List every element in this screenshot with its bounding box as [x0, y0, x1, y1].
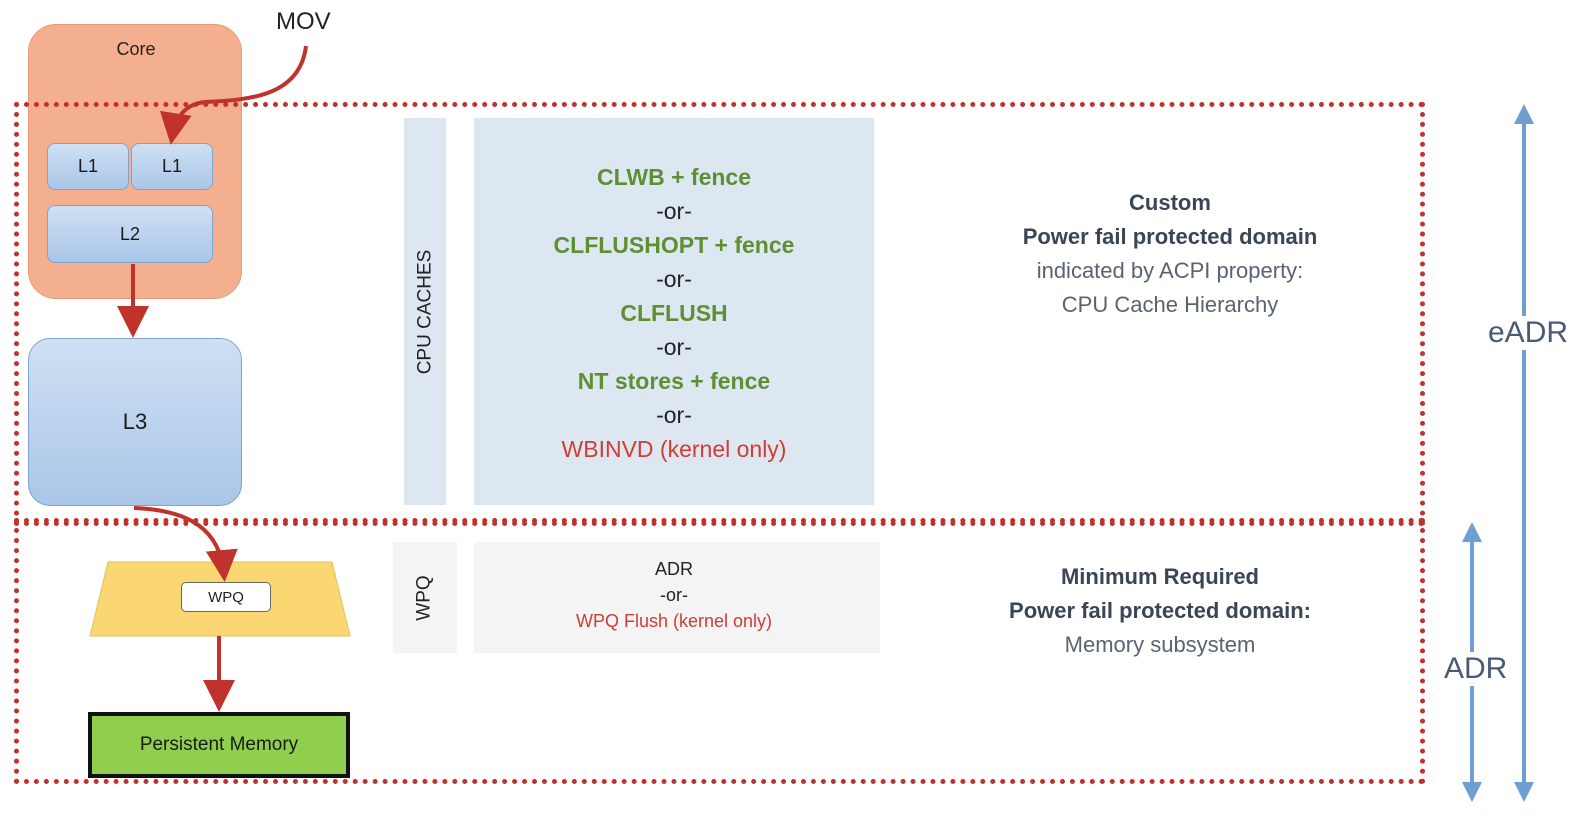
minimum-domain-subtitle: Power fail protected domain:	[1009, 598, 1311, 623]
cpu-cache-instruction-line: -or-	[656, 334, 692, 360]
persistent-memory-block: Persistent Memory	[88, 712, 350, 778]
minimum-domain-note: Memory subsystem	[1064, 632, 1256, 657]
mov-to-l1-arrow	[159, 45, 308, 145]
cpu-caches-label-panel: CPU CACHES	[404, 118, 446, 505]
wpq-instruction-panel	[474, 542, 880, 653]
wpq-label-panel: WPQ	[393, 542, 457, 653]
cpu-cache-instruction-line: WBINVD (kernel only)	[561, 436, 787, 462]
adr-arrow-bottom	[1462, 782, 1482, 802]
mov-label: MOV	[276, 8, 331, 35]
wpq-instruction-or: -or-	[660, 585, 688, 605]
eadr-arrow-top	[1514, 104, 1534, 124]
l3-cache: L3	[28, 338, 242, 506]
custom-domain-description: Custom Power fail protected domain indic…	[960, 186, 1380, 322]
minimum-domain-description: Minimum Required Power fail protected do…	[950, 560, 1370, 662]
l3-to-wpq-arrow	[133, 506, 238, 582]
cpu-caches-instruction-panel	[474, 118, 874, 505]
eadr-label: eADR	[1486, 316, 1571, 350]
custom-domain-box	[14, 102, 1425, 526]
core-title: Core	[116, 39, 156, 59]
cpu-cache-instruction-line: CLWB + fence	[596, 164, 751, 190]
minimum-domain-title: Minimum Required	[1060, 564, 1259, 589]
cpu-cache-instruction-line: NT stores + fence	[577, 368, 771, 394]
wpq-box: WPQ	[181, 582, 271, 612]
wpq-instruction-flush: WPQ Flush (kernel only)	[575, 611, 773, 631]
custom-domain-title: Custom	[1129, 190, 1211, 215]
minimum-domain-box	[14, 518, 1425, 784]
custom-domain-property: CPU Cache Hierarchy	[1061, 292, 1279, 317]
wpq-instruction-adr: ADR	[654, 559, 693, 579]
wpq-instruction-list: ADR -or- WPQ Flush (kernel only)	[474, 556, 874, 634]
cpu-cache-instruction-line: -or-	[656, 198, 692, 224]
cpu-cache-instruction-line: -or-	[656, 266, 692, 292]
l1-cache-left: L1	[47, 143, 129, 190]
adr-label: ADR	[1442, 652, 1510, 686]
l2-cache: L2	[47, 205, 213, 263]
custom-domain-subtitle: Power fail protected domain	[1022, 224, 1318, 249]
adr-arrow-top	[1462, 522, 1482, 542]
custom-domain-note: indicated by ACPI property:	[1036, 258, 1304, 283]
cpu-cache-instruction-line: CLFLUSHOPT + fence	[553, 232, 795, 258]
cpu-cache-instruction-line: -or-	[656, 402, 692, 428]
l1-cache-right: L1	[131, 143, 213, 190]
eadr-arrow-bottom	[1514, 782, 1534, 802]
cpu-cache-instruction-line: CLFLUSH	[620, 300, 728, 326]
cpu-cache-instruction-list: CLWB + fence -or- CLFLUSHOPT + fence -or- CL…	[474, 160, 874, 466]
